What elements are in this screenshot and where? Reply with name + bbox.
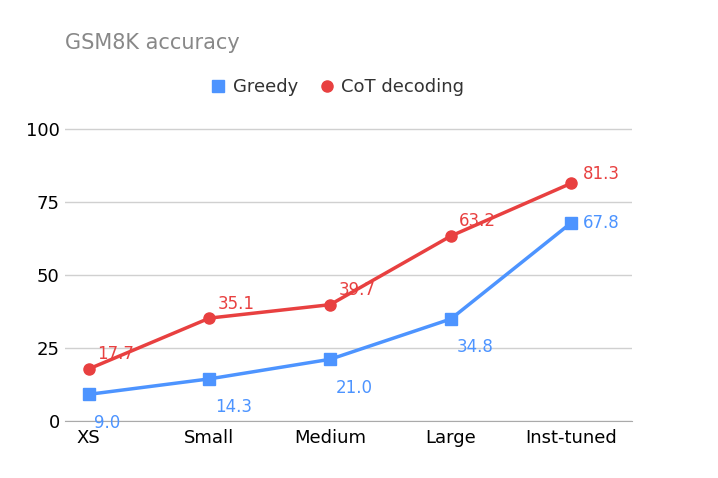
Text: 17.7: 17.7 — [97, 346, 134, 363]
Text: 63.2: 63.2 — [459, 212, 496, 230]
Text: 35.1: 35.1 — [218, 294, 255, 313]
Text: 39.7: 39.7 — [338, 281, 376, 299]
Text: 9.0: 9.0 — [94, 414, 121, 432]
Text: 14.3: 14.3 — [215, 398, 252, 416]
Text: GSM8K accuracy: GSM8K accuracy — [65, 33, 239, 54]
Text: 81.3: 81.3 — [582, 165, 620, 183]
Text: 67.8: 67.8 — [582, 214, 620, 231]
Text: 21.0: 21.0 — [336, 379, 373, 397]
Legend: Greedy, CoT decoding: Greedy, CoT decoding — [204, 71, 471, 104]
Text: 34.8: 34.8 — [457, 338, 493, 357]
